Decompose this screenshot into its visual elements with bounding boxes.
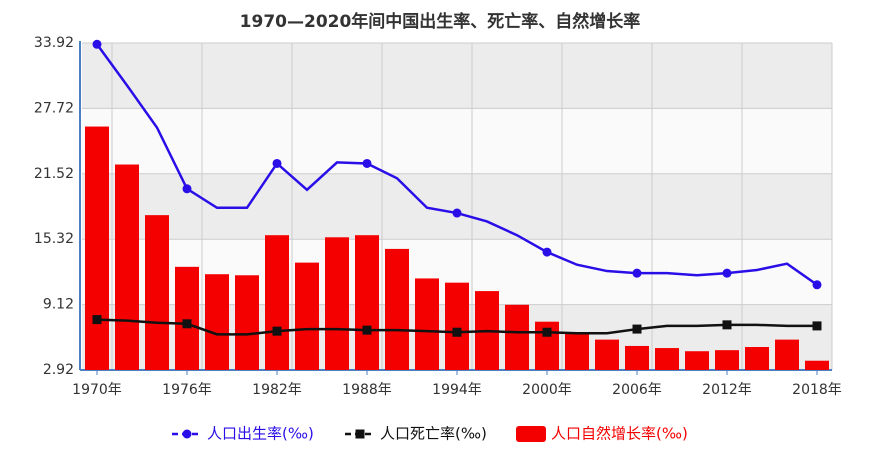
y-tick-label: 27.72 [34, 100, 74, 116]
point [632, 268, 642, 278]
point [542, 327, 552, 337]
point [452, 327, 462, 337]
point [722, 320, 732, 330]
point [722, 268, 732, 278]
point [632, 324, 642, 334]
legend-label: 人口出生率(‰) [207, 425, 314, 443]
bar [805, 360, 829, 370]
point [92, 315, 102, 325]
y-tick-label: 21.52 [34, 166, 74, 182]
bar [115, 164, 139, 370]
bar [655, 348, 679, 370]
legend-marker [182, 429, 192, 439]
y-tick-label: 33.92 [34, 35, 74, 51]
x-tick-label: 2000年 [522, 382, 572, 398]
y-tick-label: 9.12 [43, 297, 74, 313]
bar [595, 339, 619, 370]
point [272, 158, 282, 168]
point [272, 326, 282, 336]
point [182, 319, 192, 329]
bar [265, 235, 289, 370]
y-tick-label: 15.32 [34, 231, 74, 247]
point [362, 158, 372, 168]
legend-marker [355, 429, 365, 439]
legend-swatch [516, 426, 546, 442]
bar [325, 237, 349, 370]
bar [715, 350, 739, 370]
point [92, 39, 102, 49]
point [812, 280, 822, 290]
x-tick-label: 1988年 [342, 382, 392, 398]
x-tick-label: 2006年 [612, 382, 662, 398]
x-tick-label: 1970年 [72, 382, 122, 398]
bar [445, 282, 469, 370]
point [812, 321, 822, 331]
legend-label: 人口死亡率(‰) [380, 425, 487, 443]
bar [175, 266, 199, 370]
x-tick-label: 1976年 [162, 382, 212, 398]
bar [775, 339, 799, 370]
bar [355, 235, 379, 370]
bar [205, 274, 229, 370]
chart-title: 1970—2020年间中国出生率、死亡率、自然增长率 [240, 11, 641, 32]
x-tick-label: 2018年 [792, 382, 842, 398]
x-tick-label: 1994年 [432, 382, 482, 398]
bar [505, 304, 529, 370]
plot-band [82, 43, 832, 109]
bar [625, 345, 649, 370]
bar [295, 262, 319, 370]
x-tick-label: 2012年 [702, 382, 752, 398]
plot-band [82, 173, 832, 240]
bar [85, 126, 109, 370]
point [542, 247, 552, 257]
y-tick-label: 2.92 [43, 362, 74, 378]
bar [745, 347, 769, 370]
legend-label: 人口自然增长率(‰) [551, 425, 688, 443]
bar [565, 332, 589, 370]
point [182, 184, 192, 194]
bar [685, 351, 709, 370]
x-tick-label: 1982年 [252, 382, 302, 398]
bar [385, 248, 409, 370]
point [452, 208, 462, 218]
bar [235, 275, 259, 370]
plot-band [82, 108, 832, 174]
point [362, 325, 372, 335]
bar [415, 278, 439, 370]
bar [145, 215, 169, 370]
